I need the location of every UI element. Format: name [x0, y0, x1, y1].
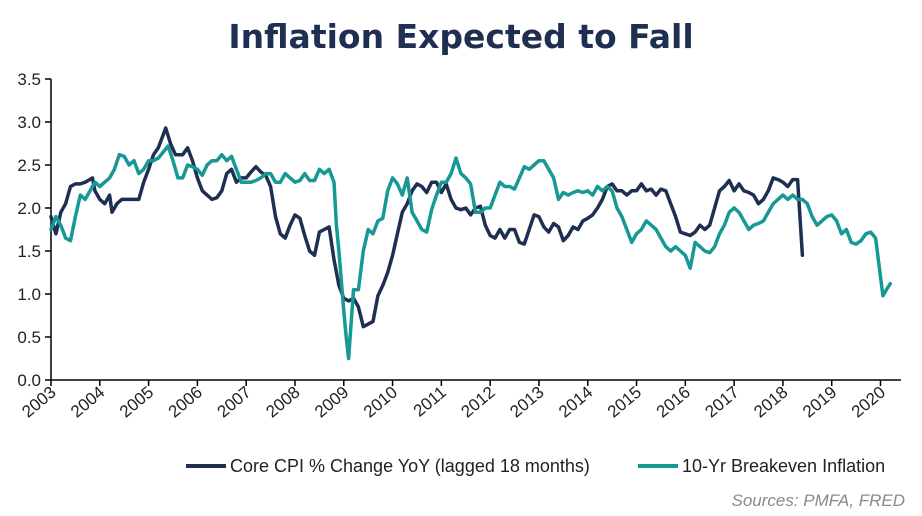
- series-line-breakeven: [49, 144, 893, 361]
- x-tick-label: 2013: [506, 383, 547, 422]
- legend: Core CPI % Change YoY (lagged 18 months)…: [186, 456, 885, 476]
- x-tick-label: 2009: [311, 383, 352, 422]
- x-tick-label: 2018: [750, 383, 791, 422]
- chart-title: Inflation Expected to Fall: [228, 17, 693, 56]
- legend-label-core-cpi: Core CPI % Change YoY (lagged 18 months): [230, 456, 590, 476]
- x-tick-label: 2008: [262, 383, 303, 422]
- x-tick-label: 2011: [410, 383, 450, 421]
- y-tick-label: 3.0: [17, 113, 41, 132]
- y-tick-label: 2.0: [17, 199, 41, 218]
- series-lines: [49, 126, 893, 361]
- y-tick-label: 2.5: [17, 156, 41, 175]
- x-tick-label: 2007: [214, 383, 255, 422]
- x-tick-label: 2006: [165, 383, 206, 422]
- x-tick-label: 2020: [848, 383, 889, 422]
- source-note: Sources: PMFA, FRED: [732, 491, 906, 510]
- x-tick-label: 2014: [555, 383, 596, 422]
- x-tick-label: 2015: [604, 383, 645, 422]
- x-tick-label: 2004: [67, 383, 108, 422]
- series-line-core-cpi: [49, 126, 805, 329]
- y-tick-label: 0.5: [17, 328, 41, 347]
- x-tick-label: 2019: [799, 383, 840, 422]
- y-tick-label: 1.0: [17, 285, 41, 304]
- x-tick-label: 2010: [360, 383, 401, 422]
- x-tick-label: 2005: [116, 383, 157, 422]
- legend-label-breakeven: 10-Yr Breakeven Inflation: [682, 456, 885, 476]
- x-tick-label: 2016: [653, 383, 694, 422]
- y-tick-label: 0.0: [17, 371, 41, 390]
- x-tick-label: 2012: [458, 383, 499, 422]
- x-tick-label: 2017: [702, 383, 743, 422]
- y-tick-label: 1.5: [17, 242, 41, 261]
- y-tick-label: 3.5: [17, 70, 41, 89]
